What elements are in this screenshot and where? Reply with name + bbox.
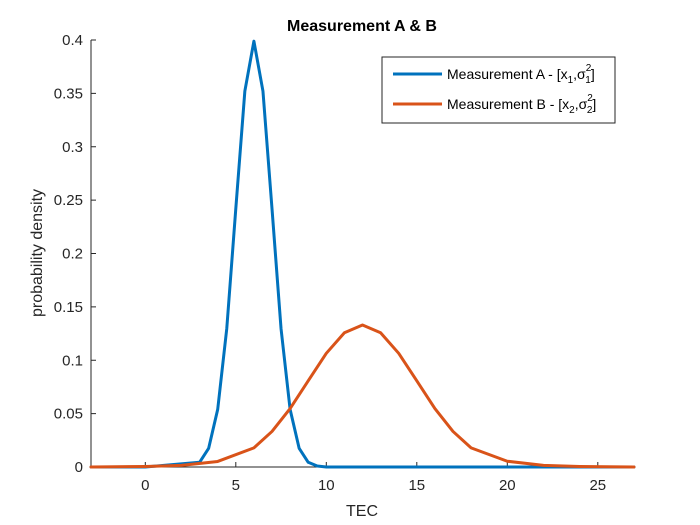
legend-entry-b: Measurement B - [x2,σ2 2] xyxy=(393,93,596,116)
chart-title: Measurement A & B xyxy=(287,18,437,35)
x-tick-label: 25 xyxy=(589,477,606,494)
legend-label-a: Measurement A - [x1,σ2 1] xyxy=(447,63,595,86)
y-tick-label: 0 xyxy=(75,459,83,476)
y-tick-label: 0.3 xyxy=(62,139,83,156)
y-tick-label: 0.4 xyxy=(62,32,83,49)
y-tick-label: 0.2 xyxy=(62,246,83,263)
x-tick-label: 10 xyxy=(318,477,335,494)
legend: Measurement A - [x1,σ2 1] Measurement B -… xyxy=(381,56,616,124)
y-tick-label: 0.25 xyxy=(54,192,83,209)
legend-label-b: Measurement B - [x2,σ2 2] xyxy=(447,93,596,116)
x-tick-label: 0 xyxy=(141,477,149,494)
y-axis-label: probability density xyxy=(29,189,46,317)
y-tick-label: 0.1 xyxy=(62,352,83,369)
y-tick-label: 0.15 xyxy=(54,299,83,316)
series-a-line xyxy=(89,39,636,469)
x-axis-label: TEC xyxy=(346,503,378,520)
legend-entry-a: Measurement A - [x1,σ2 1] xyxy=(393,63,595,86)
x-tick-label: 15 xyxy=(408,477,425,494)
y-tick-label: 0.35 xyxy=(54,85,83,102)
series-layer xyxy=(89,39,636,469)
series-b-line xyxy=(89,323,636,469)
legend-box xyxy=(381,56,616,124)
y-tick-label: 0.05 xyxy=(54,406,83,423)
x-tick-label: 5 xyxy=(232,477,240,494)
x-tick-label: 20 xyxy=(499,477,516,494)
plot-area: 0 0.05 0.1 0.15 0.2 0.25 0.3 0.35 0.4 0 5 10 15 20 25 xyxy=(54,32,634,494)
